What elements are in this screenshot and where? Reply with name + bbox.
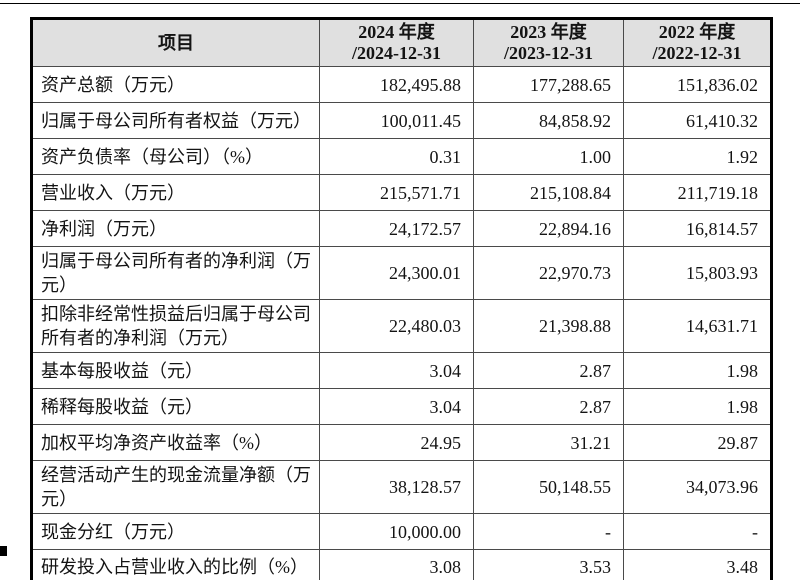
value-cell: 84,858.92 — [473, 102, 624, 139]
row-label: 研发投入占营业收入的比例（%） — [31, 549, 320, 580]
row-label: 资产总额（万元） — [31, 66, 320, 103]
row-label: 营业收入（万元） — [31, 174, 320, 211]
value-cell: 2.87 — [473, 388, 624, 425]
value-cell: - — [623, 513, 772, 550]
row-label: 加权平均净资产收益率（%） — [31, 424, 320, 461]
row-label: 归属于母公司所有者权益（万元） — [31, 102, 320, 139]
table-row-rd-ratio: 研发投入占营业收入的比例（%） 3.08 3.53 3.48 — [31, 549, 772, 580]
table-row-total-assets: 资产总额（万元） 182,495.88 177,288.65 151,836.0… — [31, 66, 772, 103]
value-cell: 22,480.03 — [319, 299, 474, 353]
value-cell: 3.04 — [319, 388, 474, 425]
period-year-2022: 2022 年度 — [658, 22, 736, 42]
value-cell: 22,970.73 — [473, 246, 624, 300]
row-label: 资产负债率（母公司）（%） — [31, 138, 320, 175]
value-cell: 29.87 — [623, 424, 772, 461]
value-cell: 24,172.57 — [319, 210, 474, 247]
row-label: 经营活动产生的现金流量净额（万元） — [31, 460, 320, 514]
value-cell: 31.21 — [473, 424, 624, 461]
value-cell: 1.92 — [623, 138, 772, 175]
table-row-debt-ratio: 资产负债率（母公司）（%） 0.31 1.00 1.92 — [31, 138, 772, 175]
value-cell: 0.31 — [319, 138, 474, 175]
value-cell: 10,000.00 — [319, 513, 474, 550]
table-row-parent-net-profit: 归属于母公司所有者的净利润（万元） 24,300.01 22,970.73 15… — [31, 246, 772, 300]
value-cell: 3.48 — [623, 549, 772, 580]
value-cell: 1.00 — [473, 138, 624, 175]
value-cell: 3.53 — [473, 549, 624, 580]
value-cell: 100,011.45 — [319, 102, 474, 139]
row-label: 稀释每股收益（元） — [31, 388, 320, 425]
table-row-revenue: 营业收入（万元） 215,571.71 215,108.84 211,719.1… — [31, 174, 772, 211]
table-row-deducted-net-profit: 扣除非经常性损益后归属于母公司所有者的净利润（万元） 22,480.03 21,… — [31, 299, 772, 353]
table-row-diluted-eps: 稀释每股收益（元） 3.04 2.87 1.98 — [31, 388, 772, 425]
value-cell: 24,300.01 — [319, 246, 474, 300]
scan-edge-artifact — [0, 546, 7, 556]
header-row: 项目 2024 年度 /2024-12-31 2023 年度 /2023-12-… — [31, 18, 772, 67]
row-label: 净利润（万元） — [31, 210, 320, 247]
value-cell: 15,803.93 — [623, 246, 772, 300]
header-cell-2023: 2023 年度 /2023-12-31 — [473, 18, 624, 67]
row-label: 现金分红（万元） — [31, 513, 320, 550]
value-cell: 34,073.96 — [623, 460, 772, 514]
period-date-2024: /2024-12-31 — [352, 43, 441, 63]
header-cell-item: 项目 — [31, 18, 320, 67]
table-row-weighted-roe: 加权平均净资产收益率（%） 24.95 31.21 29.87 — [31, 424, 772, 461]
table-row-operating-cash-flow: 经营活动产生的现金流量净额（万元） 38,128.57 50,148.55 34… — [31, 460, 772, 514]
row-label: 基本每股收益（元） — [31, 352, 320, 389]
value-cell: 2.87 — [473, 352, 624, 389]
value-cell: 3.04 — [319, 352, 474, 389]
header-cell-2024: 2024 年度 /2024-12-31 — [319, 18, 474, 67]
period-date-2022: /2022-12-31 — [652, 43, 742, 63]
value-cell: 38,128.57 — [319, 460, 474, 514]
value-cell: 182,495.88 — [319, 66, 474, 103]
value-cell: - — [473, 513, 624, 550]
value-cell: 1.98 — [623, 352, 772, 389]
period-year-2024: 2024 年度 — [358, 22, 435, 42]
value-cell: 21,398.88 — [473, 299, 624, 353]
header-cell-2022: 2022 年度 /2022-12-31 — [623, 18, 772, 67]
row-label: 扣除非经常性损益后归属于母公司所有者的净利润（万元） — [31, 299, 320, 353]
row-label: 归属于母公司所有者的净利润（万元） — [31, 246, 320, 300]
period-date-2023: /2023-12-31 — [504, 43, 593, 63]
value-cell: 215,571.71 — [319, 174, 474, 211]
value-cell: 215,108.84 — [473, 174, 624, 211]
value-cell: 211,719.18 — [623, 174, 772, 211]
value-cell: 151,836.02 — [623, 66, 772, 103]
value-cell: 50,148.55 — [473, 460, 624, 514]
value-cell: 61,410.32 — [623, 102, 772, 139]
table-row-parent-equity: 归属于母公司所有者权益（万元） 100,011.45 84,858.92 61,… — [31, 102, 772, 139]
table-row-cash-dividend: 现金分红（万元） 10,000.00 - - — [31, 513, 772, 550]
value-cell: 177,288.65 — [473, 66, 624, 103]
table-row-basic-eps: 基本每股收益（元） 3.04 2.87 1.98 — [31, 352, 772, 389]
page-top-rule — [0, 3, 800, 4]
value-cell: 22,894.16 — [473, 210, 624, 247]
value-cell: 3.08 — [319, 549, 474, 580]
value-cell: 1.98 — [623, 388, 772, 425]
value-cell: 16,814.57 — [623, 210, 772, 247]
value-cell: 24.95 — [319, 424, 474, 461]
financial-summary-table: 项目 2024 年度 /2024-12-31 2023 年度 /2023-12-… — [30, 17, 773, 580]
value-cell: 14,631.71 — [623, 299, 772, 353]
period-year-2023: 2023 年度 — [510, 22, 587, 42]
table-row-net-profit: 净利润（万元） 24,172.57 22,894.16 16,814.57 — [31, 210, 772, 247]
